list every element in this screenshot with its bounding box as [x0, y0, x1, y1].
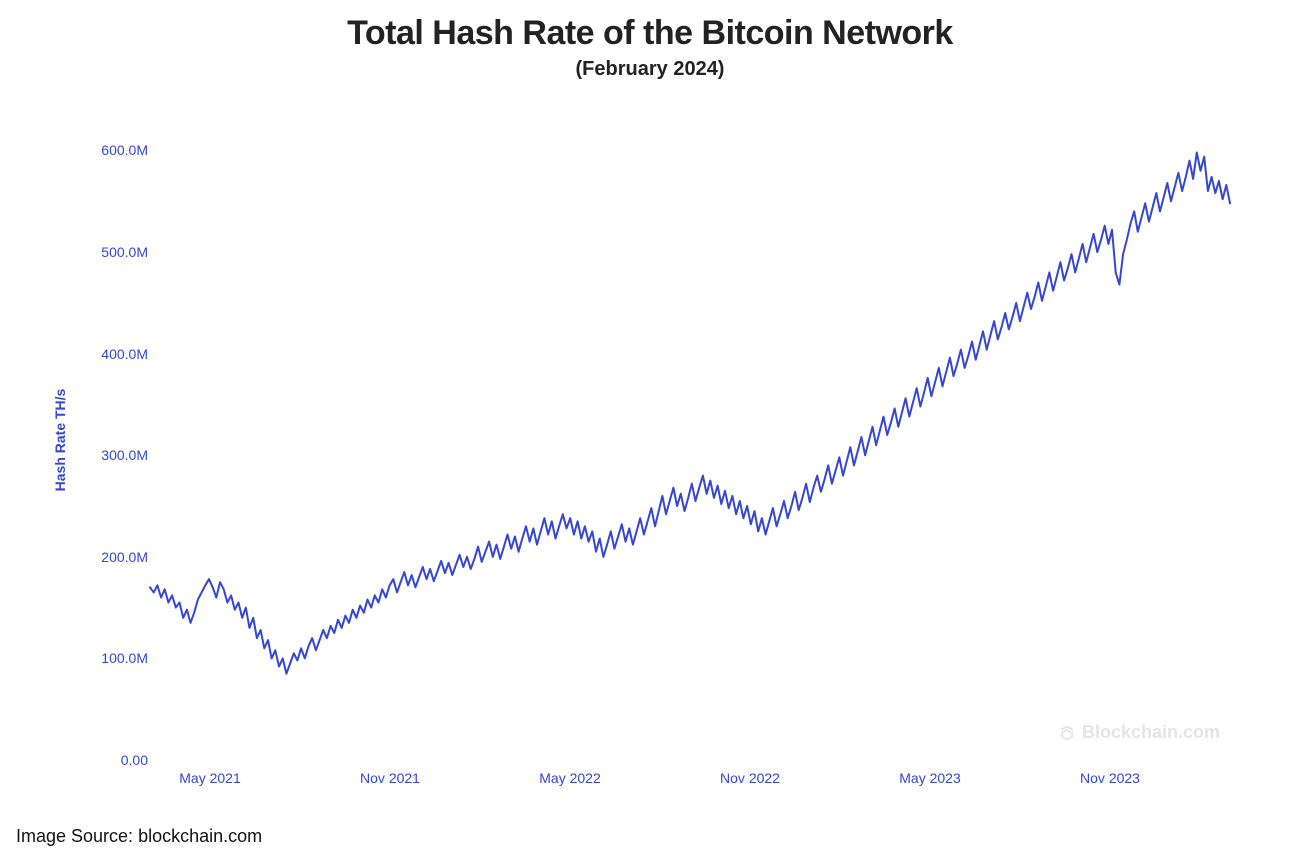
- y-tick-label: 600.0M: [88, 142, 148, 158]
- watermark: Blockchain.com: [1058, 722, 1220, 743]
- y-tick-label: 0.00: [88, 752, 148, 768]
- y-tick-label: 400.0M: [88, 346, 148, 362]
- y-axis-label: Hash Rate TH/s: [52, 389, 68, 492]
- chart-subtitle: (February 2024): [0, 58, 1300, 81]
- chart-title: Total Hash Rate of the Bitcoin Network: [0, 14, 1300, 53]
- x-tick-label: May 2021: [179, 770, 240, 786]
- y-tick-label: 200.0M: [88, 549, 148, 565]
- x-tick-label: May 2022: [539, 770, 600, 786]
- image-source: Image Source: blockchain.com: [16, 826, 262, 847]
- plot-area: [150, 120, 1230, 760]
- x-tick-label: May 2023: [899, 770, 960, 786]
- line-chart-svg: [150, 120, 1230, 760]
- y-tick-label: 300.0M: [88, 447, 148, 463]
- x-tick-label: Nov 2021: [360, 770, 420, 786]
- chart-container: Total Hash Rate of the Bitcoin Network (…: [0, 0, 1300, 865]
- y-tick-label: 100.0M: [88, 650, 148, 666]
- x-tick-label: Nov 2023: [1080, 770, 1140, 786]
- x-tick-label: Nov 2022: [720, 770, 780, 786]
- hash-rate-line: [150, 153, 1230, 674]
- y-tick-label: 500.0M: [88, 244, 148, 260]
- watermark-text: Blockchain.com: [1082, 722, 1220, 743]
- blockchain-logo-icon: [1058, 724, 1076, 742]
